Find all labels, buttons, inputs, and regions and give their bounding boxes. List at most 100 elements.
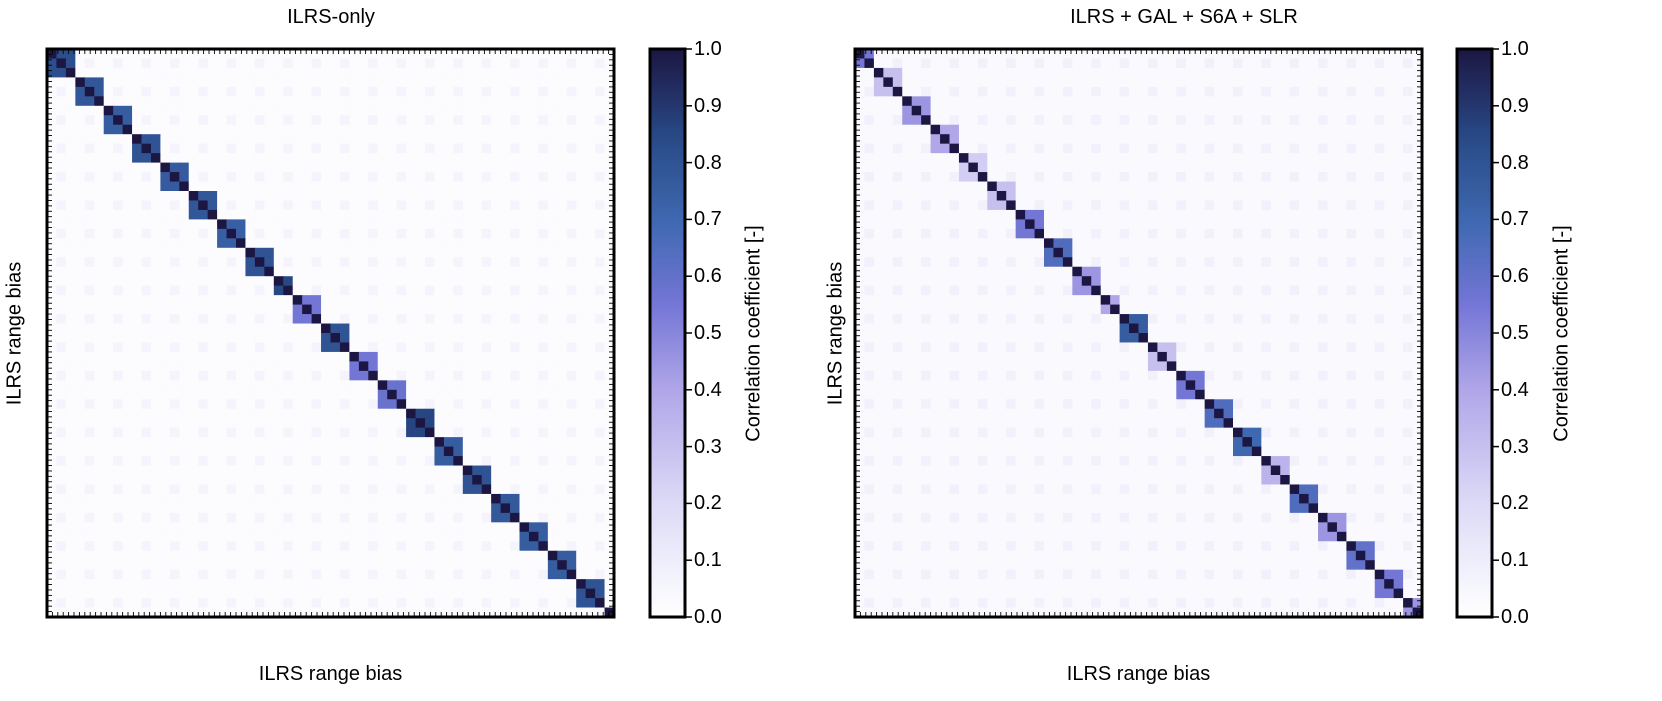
heatmap-cell [547,172,558,182]
heatmap-cell [217,181,227,192]
heatmap-cell [198,493,209,504]
heatmap-cell [406,191,416,201]
heatmap-cell [396,522,407,533]
heatmap-cell [254,437,265,447]
heatmap-cell [406,531,416,542]
heatmap-cell [217,560,227,571]
heatmap-cell [122,228,133,239]
heatmap-cell [226,153,237,163]
heatmap-cell [273,314,284,324]
heatmap-cell [254,361,265,372]
heatmap-cell [94,531,105,542]
heatmap-cell [491,238,501,249]
heatmap-cell [566,181,577,192]
heatmap-cell [141,380,152,391]
heatmap-cell [595,351,605,362]
heatmap-cell [1053,181,1064,192]
heatmap-cell [1006,105,1017,116]
heatmap-cell [595,493,605,504]
heatmap-cell [1176,49,1187,59]
heatmap-cell [368,446,379,457]
heatmap-cell [368,342,379,353]
heatmap-cell [472,503,483,514]
heatmap-cell [443,153,454,163]
heatmap-cell [472,541,483,552]
heatmap-cell [987,105,998,116]
heatmap-cell [1129,77,1139,88]
heatmap-cell [207,172,218,182]
heatmap-cell [443,493,454,504]
heatmap-cell [481,351,492,362]
heatmap-cell [855,181,865,192]
heatmap-cell [387,465,398,476]
heatmap-cell [1233,67,1243,78]
heatmap-cell [330,598,341,608]
heatmap-cell [226,67,237,78]
heatmap-cell [122,541,133,552]
heatmap-cell [1327,153,1338,163]
heatmap-cell [519,219,530,230]
heatmap-cell [198,446,209,457]
heatmap-cell [1365,134,1376,145]
heatmap-cell [576,569,587,580]
heatmap-cell [169,607,180,618]
heatmap-cell [65,115,76,126]
heatmap-cell [1053,172,1064,182]
heatmap-cell [56,569,67,580]
heatmap-cell [1384,58,1395,69]
heatmap-cell [1308,67,1319,78]
heatmap-cell [1081,96,1092,107]
heatmap-cell [169,238,180,249]
heatmap-cell [557,105,568,116]
heatmap-cell [113,323,123,334]
heatmap-cell [160,304,171,315]
heatmap-cell [113,560,123,571]
heatmap-cell [103,314,114,324]
heatmap-cell [75,484,86,495]
heatmap-cell [443,408,454,419]
heatmap-cell [122,323,133,334]
heatmap-cell [321,209,331,220]
heatmap-cell [1365,124,1376,135]
heatmap-cell [56,295,67,305]
heatmap-cell [585,446,596,457]
heatmap-cell [510,569,520,580]
heatmap-cell [566,437,577,447]
heatmap-cell [1280,124,1291,135]
heatmap-cell [179,370,190,381]
heatmap-cell [1355,115,1366,126]
heatmap-cell [1157,96,1168,107]
heatmap-cell [585,209,596,220]
heatmap-cell [321,522,331,533]
heatmap-cell [358,351,369,362]
heatmap-cell [283,96,294,107]
heatmap-cell [207,238,218,249]
heatmap-cell [84,105,95,116]
heatmap-cell [519,77,530,88]
heatmap-cell [207,588,218,599]
heatmap-cell [94,333,105,343]
heatmap-cell [226,579,237,589]
heatmap-cell [103,247,114,258]
heatmap-cell [169,342,180,353]
heatmap-cell [150,361,161,372]
heatmap-cell [462,181,473,192]
heatmap-cell [264,361,275,372]
heatmap-cell [595,162,605,173]
heatmap-cell [1261,134,1272,145]
heatmap-cell [160,370,171,381]
heatmap-cell [1091,67,1102,78]
heatmap-cell [283,295,294,305]
heatmap-cell [150,181,161,192]
heatmap-cell [528,153,539,163]
heatmap-cell [1403,153,1413,163]
heatmap-cell [1412,162,1423,173]
heatmap-cell [150,531,161,542]
heatmap-cell [453,446,464,457]
heatmap-cell [141,304,152,315]
heatmap-cell [122,77,133,88]
heatmap-cell [217,323,227,334]
heatmap-cell [387,86,398,97]
heatmap-cell [987,77,998,88]
heatmap-cell [169,105,180,116]
